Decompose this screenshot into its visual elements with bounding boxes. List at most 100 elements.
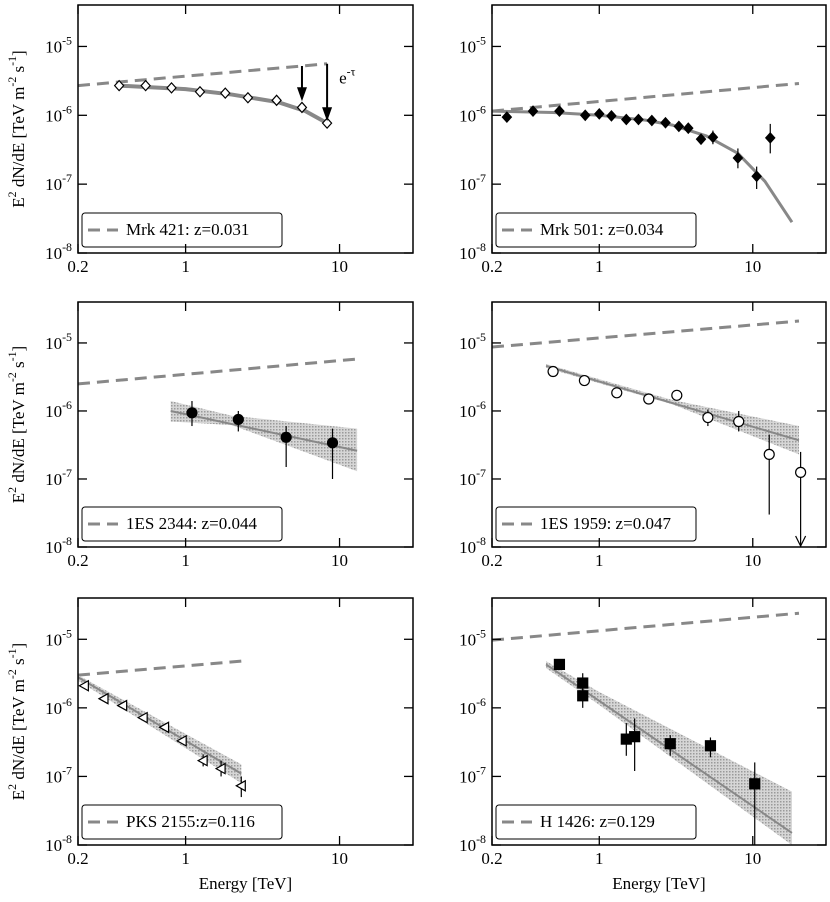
legend-label: PKS 2155:z=0.116 — [126, 812, 255, 831]
legend-box — [81, 804, 283, 840]
legend-label: Mrk 501: z=0.034 — [540, 220, 664, 239]
y-tick-label: 10-6 — [45, 695, 72, 718]
y-tick-label: 10-8 — [45, 832, 72, 855]
y-tick-label: 10-8 — [45, 240, 72, 263]
axes-frame — [77, 4, 414, 254]
y-tick-label: 10-6 — [459, 695, 486, 718]
data-point — [296, 101, 308, 114]
annotation: e-τ — [339, 64, 356, 87]
data-point — [280, 431, 292, 443]
data-point — [579, 109, 591, 122]
plot-area — [492, 81, 800, 224]
y-tick-label: 10-6 — [459, 102, 486, 125]
data-point — [707, 131, 719, 144]
y-tick-label: 10-8 — [45, 534, 72, 557]
data-point — [664, 738, 676, 750]
y-tick-label: 10-6 — [45, 102, 72, 125]
axes-frame — [491, 301, 827, 548]
data-point — [646, 114, 658, 127]
x-tick-label: 10 — [744, 551, 761, 570]
y-tick-label: 10-5 — [459, 33, 486, 56]
data-point — [695, 133, 707, 146]
data-point — [219, 87, 231, 100]
absorption-arrowhead — [322, 107, 333, 122]
absorption-arrowhead — [296, 87, 307, 102]
x-tick-label: 10 — [331, 849, 348, 868]
fit-line — [78, 676, 242, 775]
data-point — [196, 754, 208, 767]
x-tick-label: 0.2 — [67, 849, 88, 868]
y-tick-label: 10-7 — [459, 171, 486, 194]
data-point — [629, 731, 641, 743]
legend-box — [81, 212, 283, 248]
data-point — [158, 721, 170, 734]
intrinsic-spectrum-line — [492, 611, 800, 642]
x-tick-label: 1 — [181, 551, 190, 570]
data-point — [214, 762, 226, 775]
data-point — [78, 679, 89, 692]
x-tick-label: 0.2 — [481, 849, 502, 868]
data-point — [242, 91, 254, 104]
intrinsic-spectrum-line — [492, 319, 800, 349]
x-tick-label: 10 — [331, 551, 348, 570]
data-point — [578, 374, 591, 387]
data-point — [554, 105, 565, 118]
y-tick-label: 10-5 — [459, 626, 486, 649]
x-tick-label: 1 — [595, 257, 604, 276]
legend-label: 1ES 2344: z=0.044 — [126, 514, 257, 533]
plot-area — [78, 659, 246, 798]
intrinsic-spectrum-line — [78, 62, 328, 88]
legend-box — [495, 804, 697, 840]
y-tick-label: 10-7 — [459, 466, 486, 489]
data-point — [527, 105, 539, 118]
y-axis-label: E2 dN/dE [TeV m-2 s-1] — [5, 643, 28, 800]
data-point — [660, 116, 671, 129]
data-point — [682, 122, 694, 135]
x-axis-label: Energy [TeV] — [612, 874, 705, 893]
data-point — [116, 699, 128, 712]
data-point — [501, 111, 513, 124]
data-point — [633, 113, 644, 126]
y-tick-label: 10-5 — [45, 330, 72, 353]
axes-frame — [491, 597, 827, 846]
legend-box — [495, 506, 697, 542]
data-point — [113, 79, 125, 92]
data-point — [733, 415, 745, 428]
data-point — [764, 131, 776, 144]
axes-frame — [77, 301, 414, 548]
data-point — [732, 152, 744, 164]
data-point — [235, 779, 246, 792]
fit-line — [492, 109, 794, 224]
intrinsic-spectrum-line — [492, 81, 800, 113]
plot-area — [492, 611, 800, 845]
y-axis-label: E2 dN/dE [TeV m-2 s-1] — [5, 50, 28, 207]
x-axis-label: Energy [TeV] — [199, 874, 292, 893]
data-point — [621, 113, 632, 126]
data-point — [547, 365, 559, 378]
y-tick-label: 10-8 — [459, 832, 486, 855]
y-tick-label: 10-5 — [459, 330, 486, 353]
data-point — [704, 740, 717, 752]
data-point — [751, 170, 762, 183]
data-point — [321, 117, 333, 130]
legend-label: Mrk 421: z=0.031 — [126, 220, 249, 239]
data-point — [194, 85, 206, 98]
y-tick-label: 10-7 — [45, 171, 72, 194]
data-point — [606, 110, 617, 122]
legend-label: 1ES 1959: z=0.047 — [540, 514, 671, 533]
x-tick-label: 0.2 — [481, 551, 502, 570]
data-point — [186, 407, 198, 419]
x-tick-label: 0.2 — [67, 551, 88, 570]
confidence-band — [170, 401, 358, 472]
legend-box — [495, 212, 697, 248]
x-tick-label: 1 — [181, 257, 190, 276]
data-point — [232, 413, 244, 426]
data-point — [577, 690, 589, 702]
data-point — [577, 677, 589, 689]
data-point — [671, 389, 683, 401]
x-tick-label: 10 — [744, 849, 761, 868]
upper-limit-arrowhead — [795, 535, 807, 547]
plot-area — [78, 62, 333, 130]
data-point — [763, 448, 775, 460]
